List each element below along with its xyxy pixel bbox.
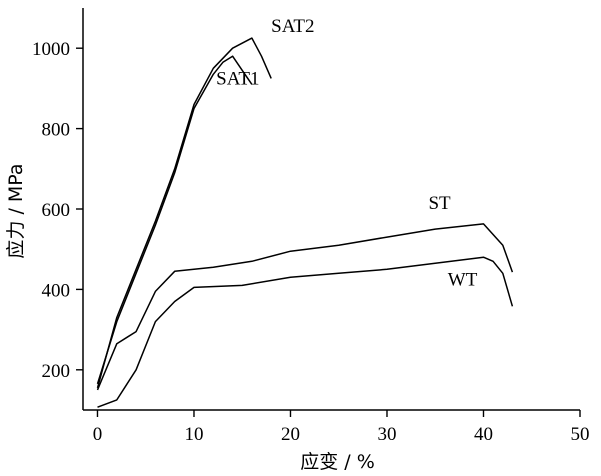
series-label-sat2: SAT2 [271, 16, 314, 37]
y-axis-title: 应力 / MPa [5, 163, 27, 258]
series-labels: SAT2 SAT1 ST WT [216, 16, 478, 290]
series-label-wt: WT [448, 269, 478, 290]
y-tick-label: 1000 [32, 39, 70, 60]
curves [96, 37, 514, 408]
axes [82, 8, 580, 411]
axis-ticks: 0 10 20 30 40 50 200 400 600 800 1000 [32, 39, 590, 445]
x-axis-title: 应变 / % [300, 451, 375, 473]
series-line-sat1 [96, 55, 253, 385]
series-label-st: ST [428, 193, 451, 214]
y-tick-label: 200 [42, 361, 71, 382]
x-tick-label: 0 [93, 424, 103, 445]
y-tick-label: 600 [42, 200, 71, 221]
x-tick-label: 30 [377, 424, 396, 445]
y-tick-label: 400 [42, 280, 71, 301]
y-tick-label: 800 [42, 120, 71, 141]
series-label-sat1: SAT1 [216, 68, 259, 89]
series-line-st [96, 223, 514, 391]
x-tick-label: 50 [571, 424, 590, 445]
series-line-wt [97, 256, 514, 408]
series-line-sat2 [96, 37, 272, 389]
x-tick-label: 20 [281, 424, 300, 445]
x-tick-label: 40 [474, 424, 493, 445]
x-tick-label: 10 [184, 424, 203, 445]
